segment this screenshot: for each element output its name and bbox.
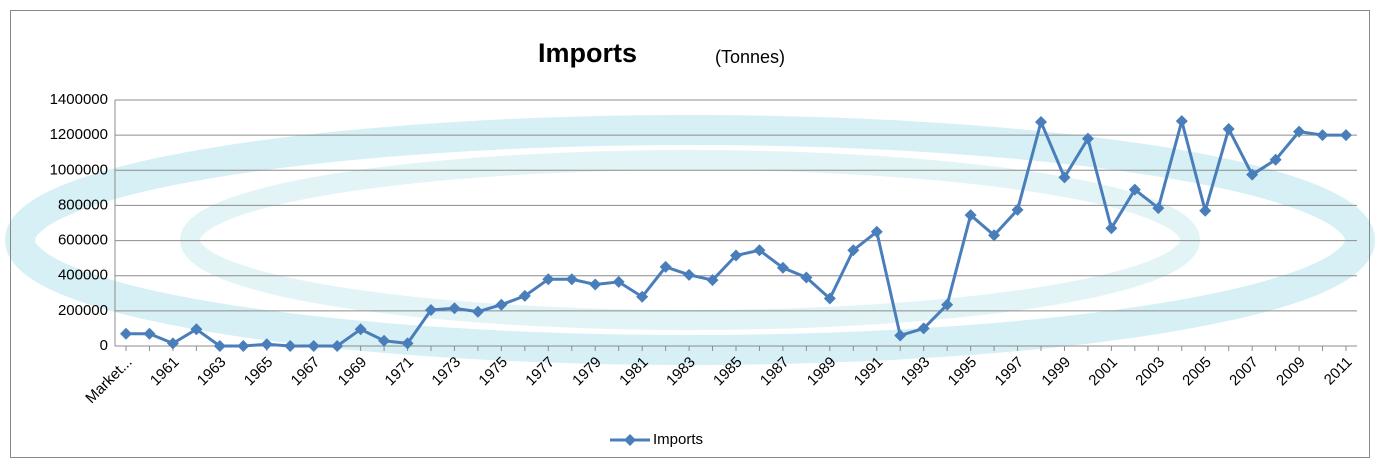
x-tick-label: Market... — [82, 354, 135, 407]
x-tick-label: 1971 — [382, 354, 418, 390]
marker — [307, 340, 320, 352]
marker — [894, 329, 907, 342]
marker — [1058, 171, 1071, 184]
marker — [1269, 153, 1282, 166]
marker — [1175, 115, 1188, 128]
marker — [542, 273, 555, 286]
y-tick-label: 1400000 — [50, 91, 108, 108]
x-tick-label: 2009 — [1273, 354, 1309, 390]
marker — [1011, 203, 1024, 216]
y-tick-label: 1200000 — [50, 126, 108, 143]
marker — [776, 261, 789, 274]
marker — [847, 244, 860, 257]
marker — [1128, 183, 1141, 196]
watermark — [5, 115, 1375, 365]
chart-border — [10, 10, 1370, 458]
legend-label: Imports — [653, 431, 703, 448]
x-tick-label: 1963 — [194, 354, 230, 390]
marker — [401, 337, 414, 350]
y-tick-label: 0 — [100, 337, 108, 354]
marker — [1105, 222, 1118, 235]
marker — [917, 322, 930, 335]
marker — [518, 289, 531, 302]
y-tick-label: 200000 — [58, 302, 108, 319]
marker — [448, 302, 461, 315]
x-tick-label: 2001 — [1085, 354, 1121, 390]
x-tick-label: 1967 — [288, 354, 324, 390]
marker — [213, 340, 226, 352]
x-tick-label: 1961 — [147, 354, 183, 390]
marker — [1246, 168, 1259, 181]
marker — [1081, 132, 1094, 145]
marker — [1222, 122, 1235, 135]
marker — [143, 327, 156, 340]
y-tick-label: 800000 — [58, 196, 108, 213]
marker — [495, 298, 508, 311]
y-tick-label: 400000 — [58, 267, 108, 284]
marker — [823, 292, 836, 305]
marker — [612, 275, 625, 288]
x-tick-label: 2007 — [1226, 354, 1262, 390]
marker — [870, 225, 883, 238]
marker — [120, 327, 132, 340]
marker — [753, 244, 766, 257]
marker — [964, 209, 977, 222]
marker — [730, 249, 742, 262]
watermark — [180, 150, 1200, 330]
x-tick-label: 1973 — [428, 354, 464, 390]
marker — [284, 340, 297, 352]
x-tick-label: 1997 — [992, 354, 1028, 390]
x-tick-label: 1969 — [335, 354, 371, 390]
marker — [589, 278, 602, 291]
marker — [706, 274, 719, 287]
marker — [425, 303, 437, 316]
marker — [354, 323, 367, 336]
legend-marker — [624, 434, 636, 446]
marker — [471, 305, 484, 318]
x-tick-label: 1995 — [945, 354, 981, 390]
marker — [683, 268, 696, 281]
y-tick-label: 600000 — [58, 232, 108, 249]
marker — [1152, 202, 1165, 215]
marker — [1316, 129, 1329, 142]
marker — [941, 298, 954, 311]
marker — [260, 338, 273, 351]
x-tick-label: 1965 — [241, 354, 277, 390]
marker — [378, 334, 391, 347]
x-tick-label: 2003 — [1132, 354, 1168, 390]
x-tick-label: 1999 — [1038, 354, 1074, 390]
marker — [988, 229, 1001, 242]
marker — [1035, 115, 1047, 128]
marker — [636, 290, 649, 303]
marker — [1199, 204, 1212, 217]
y-tick-label: 1000000 — [50, 161, 108, 178]
marker — [565, 273, 578, 286]
chart-subtitle: (Tonnes) — [715, 47, 785, 67]
marker — [190, 323, 203, 336]
chart-title: Imports — [538, 38, 637, 68]
marker — [331, 340, 344, 352]
marker — [166, 337, 179, 350]
marker — [659, 260, 672, 273]
x-tick-label: 2005 — [1179, 354, 1215, 390]
marker — [800, 271, 813, 284]
marker — [1293, 125, 1306, 138]
marker — [237, 340, 250, 352]
marker — [1340, 129, 1352, 142]
x-tick-label: 2011 — [1321, 354, 1356, 389]
